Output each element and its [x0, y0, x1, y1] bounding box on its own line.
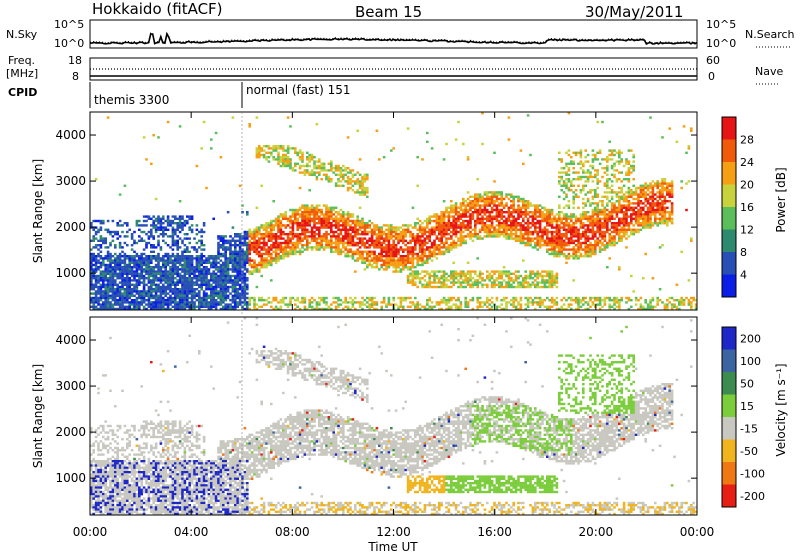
noise-sky-trace — [90, 31, 698, 45]
colorbar-tick-label: 4 — [740, 269, 747, 282]
colorbar-swatch — [722, 439, 736, 463]
colorbar-tick-label: -100 — [740, 467, 765, 480]
colorbar-tick-label: 100 — [740, 355, 761, 368]
colorbar-tick-label: -200 — [740, 490, 765, 503]
cpid-label: CPID — [8, 86, 37, 99]
freq-left-tick-bottom: 8 — [72, 70, 79, 83]
noise-left-tick-top: 10^5 — [54, 18, 84, 31]
y-tick-label: 3000 — [55, 174, 86, 188]
power-colorbar-label: Power [dB] — [774, 167, 788, 232]
colorbar-swatch — [722, 372, 736, 395]
y-tick-label: 1000 — [55, 471, 86, 485]
noise-left-label: N.Sky — [6, 28, 38, 41]
colorbar-swatch — [722, 139, 736, 163]
colorbar-swatch — [722, 252, 736, 275]
colorbar-tick-label: -15 — [740, 422, 758, 435]
velocity-heatmap-cells — [90, 317, 698, 516]
colorbar-tick-label: 20 — [740, 179, 754, 192]
y-tick-label: 2000 — [55, 220, 86, 234]
frequency-panel: Freq. [MHz] 18 8 60 0 Nave — [6, 54, 783, 85]
noise-right-label: N.Search — [745, 28, 795, 41]
power-heatmap-panel: 1000 2000 3000 4000 Slant Range [km] — [31, 111, 698, 311]
x-tick-label: 00:00 — [680, 525, 715, 539]
y-tick-label: 4000 — [55, 128, 86, 142]
y-tick-label: 1000 — [55, 266, 86, 280]
freq-left-label-1: Freq. — [8, 54, 35, 67]
colorbar-swatch — [722, 462, 736, 485]
colorbar-tick-label: 200 — [740, 332, 761, 345]
x-tick-label: 12:00 — [376, 525, 411, 539]
power-colorbar: 4 8 12 16 20 24 28 — [721, 116, 754, 298]
velocity-colorbar: 200 100 50 15 -15 -50 -100 -200 — [721, 326, 765, 508]
colorbar-swatch — [722, 327, 736, 350]
velocity-ylabel: Slant Range [km] — [31, 364, 45, 468]
colorbar-tick-label: 24 — [740, 156, 754, 169]
colorbar-swatch — [722, 162, 736, 185]
cpid-panel: CPID themis 3300 normal (fast) 151 — [8, 82, 350, 108]
colorbar-tick-label: 28 — [740, 134, 754, 147]
colorbar-swatch — [722, 417, 736, 440]
colorbar-swatch — [722, 184, 736, 208]
colorbar-swatch — [722, 484, 736, 508]
y-tick-label: 3000 — [55, 379, 86, 393]
colorbar-tick-label: 12 — [740, 224, 754, 237]
nave-label: Nave — [755, 65, 783, 78]
y-tick-label: 2000 — [55, 425, 86, 439]
x-tick-label: 08:00 — [275, 525, 310, 539]
freq-left-label-2: [MHz] — [6, 67, 38, 80]
colorbar-tick-label: 15 — [740, 400, 754, 413]
x-tick-label: 04:00 — [174, 525, 209, 539]
colorbar-swatch — [722, 229, 736, 253]
colorbar-tick-label: 8 — [740, 246, 747, 259]
noise-search-trace — [90, 31, 698, 44]
date-title: 30/May/2011 — [585, 3, 683, 21]
colorbar-swatch — [722, 394, 736, 418]
colorbar-tick-label: -50 — [740, 445, 758, 458]
x-axis-label: Time UT — [367, 540, 418, 554]
freq-right-tick-top: 60 — [706, 54, 720, 67]
x-tick-label: 00:00 — [73, 525, 108, 539]
station-title: Hokkaido (fitACF) — [92, 0, 223, 18]
velocity-heatmap-panel: 1000 2000 3000 4000 Slant Range [km] — [31, 316, 698, 516]
y-tick-label: 4000 — [55, 333, 86, 347]
cpid-mode-2: normal (fast) 151 — [246, 83, 350, 97]
colorbar-tick-label: 50 — [740, 377, 754, 390]
beam-title: Beam 15 — [355, 3, 422, 21]
x-tick-label: 20:00 — [579, 525, 614, 539]
noise-left-tick-bottom: 10^0 — [54, 37, 84, 50]
colorbar-swatch — [722, 349, 736, 373]
noise-right-tick-top: 10^5 — [706, 18, 736, 31]
noise-panel: N.Sky 10^5 10^0 10^5 10^0 N.Search — [6, 18, 795, 50]
x-tick-label: 16:00 — [477, 525, 512, 539]
colorbar-swatch — [722, 207, 736, 230]
power-heatmap-cells — [90, 112, 698, 311]
noise-right-tick-bottom: 10^0 — [706, 37, 736, 50]
power-ylabel: Slant Range [km] — [31, 159, 45, 263]
freq-left-tick-top: 18 — [68, 54, 82, 67]
velocity-y-axis: 1000 2000 3000 4000 — [55, 333, 697, 485]
freq-right-tick-bottom: 0 — [708, 70, 715, 83]
colorbar-tick-label: 16 — [740, 201, 754, 214]
colorbar-swatch — [722, 117, 736, 140]
velocity-colorbar-label: Velocity [m s⁻¹] — [774, 363, 788, 456]
time-x-axis: 00:00 04:00 08:00 12:00 16:00 20:00 00:00 — [73, 112, 715, 539]
power-y-axis: 1000 2000 3000 4000 — [55, 128, 697, 280]
cpid-mode-1: themis 3300 — [94, 93, 169, 107]
colorbar-swatch — [722, 274, 736, 298]
